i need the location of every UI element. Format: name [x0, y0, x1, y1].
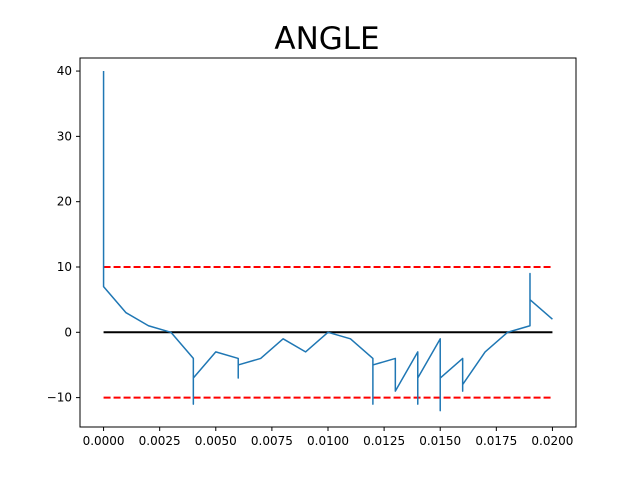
- y-tick-label: 30: [57, 129, 72, 143]
- y-axis: −10 0 10 20 30 40: [47, 64, 80, 405]
- x-tick-label: 0.0025: [139, 434, 181, 448]
- x-tick-label: 0.0000: [83, 434, 125, 448]
- y-tick-label: 20: [57, 195, 72, 209]
- x-tick-label: 0.0200: [531, 434, 573, 448]
- x-tick-label: 0.0100: [307, 434, 349, 448]
- x-tick-label: 0.0175: [475, 434, 517, 448]
- x-tick-label: 0.0125: [363, 434, 405, 448]
- plot-frame: [79, 57, 577, 428]
- y-tick-label: 0: [64, 325, 72, 339]
- chart-title: ANGLE: [274, 21, 379, 57]
- y-tick-label: −10: [47, 391, 72, 405]
- x-tick-label: 0.0150: [419, 434, 461, 448]
- series-layer: [102, 71, 553, 412]
- series-line-1: [102, 71, 553, 412]
- y-tick-label: 10: [57, 260, 72, 274]
- x-tick-label: 0.0075: [251, 434, 293, 448]
- y-tick-label: 40: [57, 64, 72, 78]
- x-tick-label: 0.0050: [195, 434, 237, 448]
- x-axis: 0.0000 0.0025 0.0050 0.0075 0.0100 0.0125 0.01…: [83, 427, 573, 448]
